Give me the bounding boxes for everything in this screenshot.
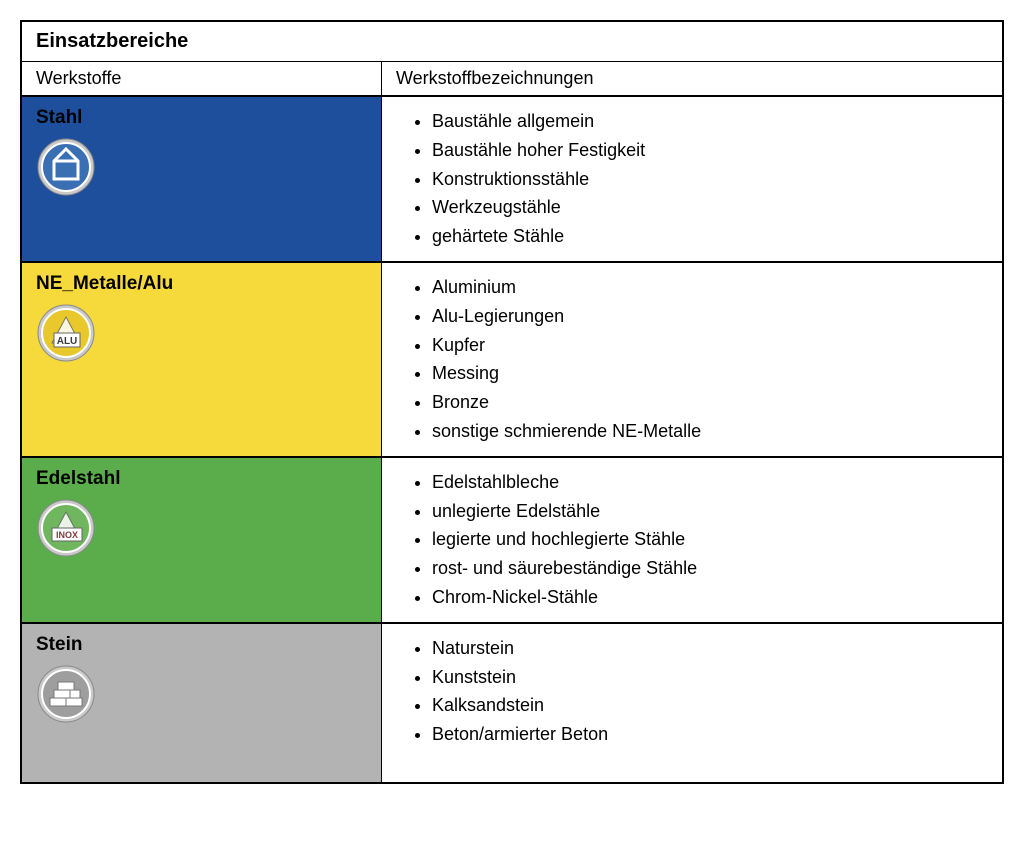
materials-table: Einsatzbereiche Werkstoffe Werkstoffbeze…	[20, 20, 1004, 784]
table-row: Edelstahl INOX Edelstahlblecheunlegierte E…	[22, 458, 1002, 624]
stone-icon	[36, 664, 96, 724]
list-item: unlegierte Edelstähle	[432, 497, 988, 526]
material-cell: Stahl	[22, 97, 382, 261]
designations-cell: Baustähle allgemeinBaustähle hoher Festi…	[382, 97, 1002, 261]
list-item: Chrom-Nickel-Stähle	[432, 583, 988, 612]
steel-icon	[36, 137, 96, 197]
table-row: NE_Metalle/Alu ALU AluminiumAlu-Legierunge…	[22, 263, 1002, 458]
alu-icon: ALU	[36, 303, 96, 363]
list-item: legierte und hochlegierte Stähle	[432, 525, 988, 554]
material-name: Stahl	[36, 107, 367, 129]
inox-icon: INOX	[36, 498, 96, 558]
list-item: Konstruktionsstähle	[432, 165, 988, 194]
material-cell: NE_Metalle/Alu ALU	[22, 263, 382, 456]
list-item: Messing	[432, 359, 988, 388]
svg-text:INOX: INOX	[56, 530, 78, 540]
designations-list: Edelstahlblecheunlegierte Edelstählelegi…	[412, 468, 988, 612]
material-cell: Stein	[22, 624, 382, 782]
list-item: rost- und säurebeständige Stähle	[432, 554, 988, 583]
list-item: Kunststein	[432, 663, 988, 692]
designations-list: AluminiumAlu-LegierungenKupferMessingBro…	[412, 273, 988, 446]
list-item: Edelstahlbleche	[432, 468, 988, 497]
table-header-row: Werkstoffe Werkstoffbezeichnungen	[22, 62, 1002, 97]
list-item: Naturstein	[432, 634, 988, 663]
list-item: Aluminium	[432, 273, 988, 302]
material-cell: Edelstahl INOX	[22, 458, 382, 622]
list-item: Alu-Legierungen	[432, 302, 988, 331]
list-item: gehärtete Stähle	[432, 222, 988, 251]
header-werkstoffe: Werkstoffe	[22, 62, 382, 95]
table-row: Stahl Baustähle allgemeinBaustähle hoher …	[22, 97, 1002, 263]
designations-list: Baustähle allgemeinBaustähle hoher Festi…	[412, 107, 988, 251]
material-name: Edelstahl	[36, 468, 367, 490]
designations-list: NatursteinKunststeinKalksandsteinBeton/a…	[412, 634, 988, 749]
table-title: Einsatzbereiche	[22, 22, 1002, 62]
header-werkstoffbezeichnungen: Werkstoffbezeichnungen	[382, 62, 1002, 95]
list-item: Kalksandstein	[432, 691, 988, 720]
list-item: Baustähle allgemein	[432, 107, 988, 136]
svg-text:ALU: ALU	[57, 336, 78, 347]
list-item: sonstige schmierende NE-Metalle	[432, 417, 988, 446]
table-row: Stein NatursteinKunststeinKalksandsteinBe…	[22, 624, 1002, 784]
list-item: Baustähle hoher Festigkeit	[432, 136, 988, 165]
designations-cell: AluminiumAlu-LegierungenKupferMessingBro…	[382, 263, 1002, 456]
material-name: NE_Metalle/Alu	[36, 273, 367, 295]
list-item: Werkzeugstähle	[432, 193, 988, 222]
list-item: Beton/armierter Beton	[432, 720, 988, 749]
list-item: Kupfer	[432, 331, 988, 360]
list-item: Bronze	[432, 388, 988, 417]
designations-cell: Edelstahlblecheunlegierte Edelstählelegi…	[382, 458, 1002, 622]
designations-cell: NatursteinKunststeinKalksandsteinBeton/a…	[382, 624, 1002, 782]
material-name: Stein	[36, 634, 367, 656]
